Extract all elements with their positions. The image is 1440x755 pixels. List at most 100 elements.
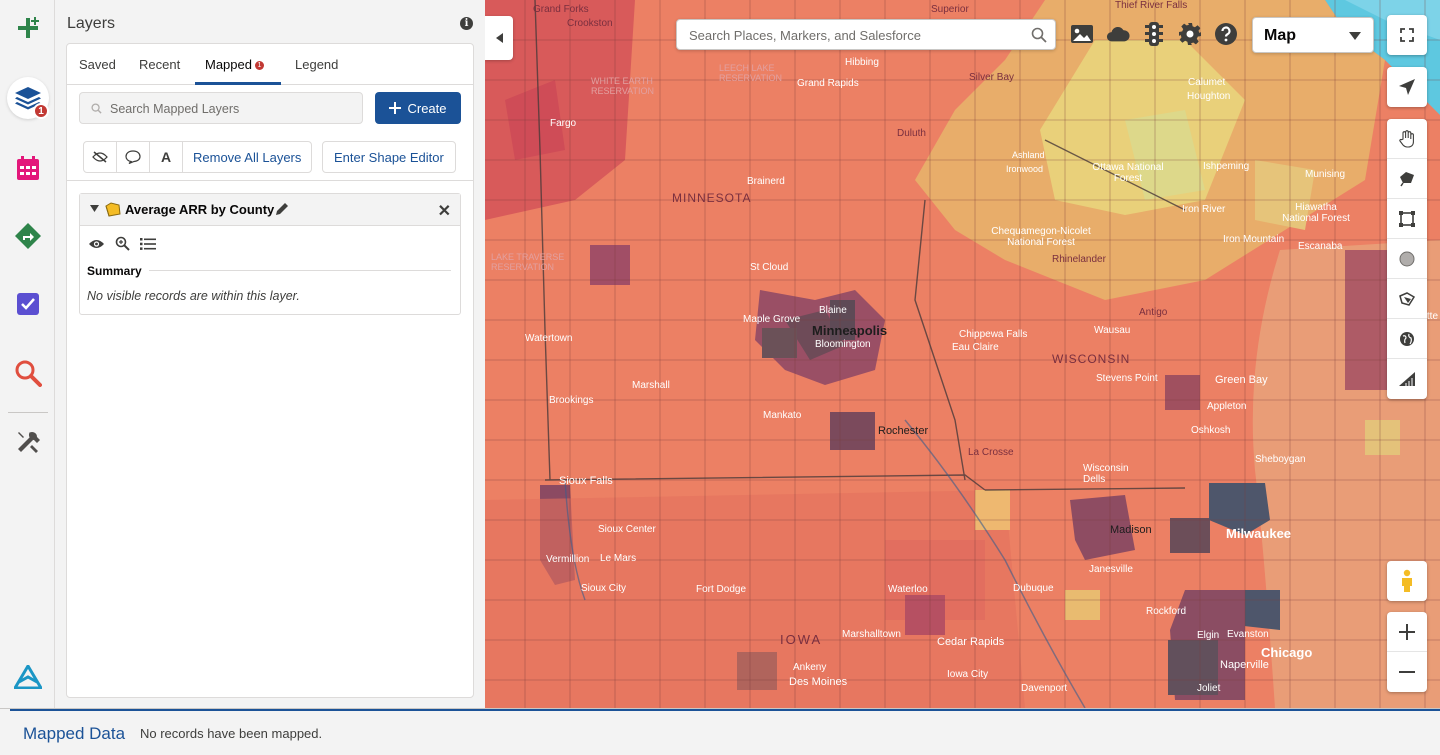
help-icon[interactable] (1214, 22, 1238, 46)
mapped-data-title[interactable]: Mapped Data (23, 724, 126, 743)
layers-count-badge: 1 (33, 103, 49, 119)
layer-tabs: Saved Recent Mapped 1 Legend (67, 44, 473, 85)
zoom-out-icon[interactable] (1387, 652, 1427, 692)
info-icon[interactable]: i (460, 17, 473, 30)
pan-hand-icon[interactable] (1387, 119, 1427, 159)
zoom-control (1387, 612, 1427, 692)
tab-legend[interactable]: Legend (295, 57, 339, 72)
state-label-iowa: IOWA (780, 632, 823, 647)
city-label-bloomington: Bloomington (815, 339, 871, 350)
summary-text: No visible records are within this layer… (87, 289, 300, 303)
route-icon[interactable] (7, 215, 49, 257)
mapped-data-status: No records have been mapped. (140, 726, 323, 741)
city-label-wausau: Wausau (1094, 325, 1131, 336)
locate-arrow-icon[interactable] (1387, 67, 1427, 107)
city-label-cedar-rapids: Cedar Rapids (937, 636, 1005, 648)
city-label-stevens-point: Stevens Point (1096, 373, 1158, 384)
city-label-mankato: Mankato (763, 410, 802, 421)
city-label-chippewa-falls: Chippewa Falls (959, 329, 1028, 340)
city-label-calumet: Calumet (1188, 77, 1226, 88)
hide-all-button[interactable] (84, 142, 117, 172)
ruler-icon[interactable] (1387, 359, 1427, 399)
zoom-in-icon[interactable] (1387, 612, 1427, 652)
forest-label-ottawa: Ottawa National Forest (1092, 162, 1164, 184)
city-label-joliet: Joliet (1197, 683, 1221, 694)
fullscreen-control (1387, 15, 1427, 55)
brand-logo-icon (7, 656, 49, 698)
polygon-draw-icon[interactable] (1387, 279, 1427, 319)
city-label-waterloo: Waterloo (888, 584, 928, 595)
street-view-control (1387, 561, 1427, 601)
city-label-grand-rapids: Grand Rapids (797, 78, 859, 89)
globe-icon[interactable] (1387, 319, 1427, 359)
city-label-ironwood: Ironwood (1006, 164, 1044, 174)
street-view-pegman-icon[interactable] (1387, 561, 1427, 601)
mapped-data-footer: Mapped Data No records have been mapped. (0, 708, 1440, 755)
city-label-fort-dodge: Fort Dodge (696, 584, 747, 595)
city-label-rockford: Rockford (1146, 606, 1187, 617)
layer-toolbar: A Remove All Layers (83, 141, 313, 173)
map-search-input[interactable] (689, 26, 1019, 45)
city-label-naperville: Naperville (1220, 659, 1269, 671)
map-type-value: Map (1264, 27, 1296, 44)
task-check-icon[interactable] (7, 283, 49, 325)
city-label-evanston: Evanston (1227, 629, 1269, 640)
layer-header[interactable]: Average ARR by County ✕ (80, 194, 460, 226)
edit-pencil-icon[interactable] (275, 202, 289, 216)
tab-saved[interactable]: Saved (79, 57, 116, 72)
map-type-select[interactable]: Map (1252, 17, 1374, 53)
tab-recent[interactable]: Recent (139, 57, 181, 72)
drawing-tools (1387, 119, 1427, 399)
tab-mapped[interactable]: Mapped 1 (205, 57, 264, 72)
layers-icon[interactable]: 1 (7, 77, 49, 119)
forest-label-hiawatha: Hiawatha National Forest (1282, 202, 1350, 224)
text-tool-button[interactable]: A (150, 142, 183, 172)
list-icon[interactable] (140, 237, 156, 251)
create-button[interactable]: Create (375, 92, 461, 124)
weather-cloud-icon[interactable] (1106, 22, 1130, 46)
state-label-minnesota: MINNESOTA (672, 191, 752, 205)
search-icon[interactable] (7, 352, 49, 394)
search-mapped-layers-input[interactable] (110, 99, 350, 119)
city-label-rochester: Rochester (878, 425, 929, 437)
city-label-grand-forks: Grand Forks (533, 4, 589, 15)
add-icon[interactable] (7, 7, 49, 49)
city-label-ishpeming: Ishpeming (1203, 161, 1250, 172)
eye-icon[interactable] (88, 238, 105, 250)
rectangle-select-icon[interactable] (1387, 199, 1427, 239)
city-label-oshkosh: Oshkosh (1191, 425, 1231, 436)
city-label-superior: Superior (931, 4, 969, 15)
search-icon (91, 103, 102, 114)
traffic-light-icon[interactable] (1142, 22, 1166, 46)
circle-draw-icon[interactable] (1387, 239, 1427, 279)
remove-all-layers-button[interactable]: Remove All Layers (193, 149, 302, 165)
city-label-la-crosse: La Crosse (968, 447, 1014, 458)
search-icon[interactable] (1031, 27, 1047, 43)
lasso-polygon-icon[interactable] (1387, 159, 1427, 199)
mapped-count-badge: 1 (254, 61, 264, 70)
map-search-box[interactable] (676, 19, 1056, 50)
toggle-labels-button[interactable] (117, 142, 150, 172)
city-label-watertown: Watertown (525, 333, 573, 344)
settings-gear-icon[interactable] (1178, 22, 1202, 46)
enter-shape-editor-button[interactable]: Enter Shape Editor (322, 141, 456, 173)
image-icon[interactable] (1070, 22, 1094, 46)
mapped-layers-search[interactable] (79, 92, 363, 124)
city-label-janesville: Janesville (1089, 564, 1133, 575)
city-label-crookston: Crookston (567, 18, 613, 29)
reservation-label-lake-traverse: LAKE TRAVERSE RESERVATION (491, 252, 565, 272)
city-label-wisconsin-dells: Wisconsin Dells (1083, 463, 1129, 485)
collapse-panel-button[interactable] (485, 16, 513, 60)
speech-bubble-icon (125, 150, 141, 164)
city-label-antigo: Antigo (1139, 307, 1168, 318)
close-icon[interactable]: ✕ (437, 203, 451, 220)
city-label-blaine: Blaine (819, 305, 847, 316)
left-nav-rail: 1 (0, 0, 55, 708)
fullscreen-icon[interactable] (1387, 15, 1427, 55)
caret-down-icon[interactable] (90, 205, 99, 212)
calendar-icon[interactable] (7, 147, 49, 189)
zoom-to-layer-icon[interactable] (115, 236, 130, 251)
city-label-ashland: Ashland (1012, 150, 1045, 160)
tools-icon[interactable] (7, 421, 49, 463)
map-canvas[interactable]: MINNESOTA WISCONSIN IOWA Minneapolis Mil… (485, 0, 1440, 708)
